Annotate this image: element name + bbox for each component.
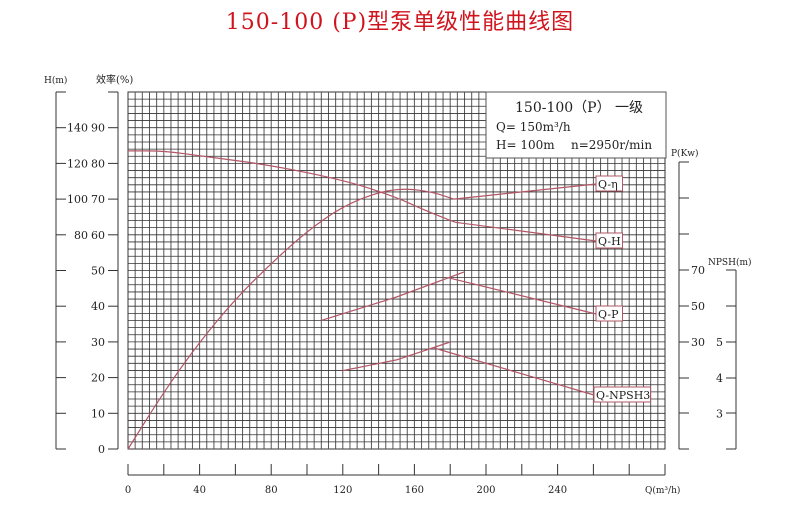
curve-label: Q-H <box>598 235 621 248</box>
x-tick-label: 40 <box>193 485 206 496</box>
info-speed: n=2950r/min <box>571 138 652 152</box>
curves: Q-η Q-H Q-P Q-NPSH3 <box>127 150 651 450</box>
curve-q-npsh3 <box>342 341 451 372</box>
chart-title: 150-100 (P)型泵单级性能曲线图 <box>225 10 575 35</box>
efficiency-tick-label: 60 <box>91 229 105 242</box>
efficiency-tick-label: 20 <box>91 372 105 385</box>
info-box: 150-100（P） 一级 Q= 150m³/h H= 100m n=2950r… <box>485 91 667 159</box>
curve-label-box <box>595 305 623 322</box>
npsh-axis-label: NPSH(m) <box>708 257 752 268</box>
power-tick-label: 50 <box>691 300 705 313</box>
x-tick-label: 80 <box>265 485 278 496</box>
head-axis-label: H(m) <box>44 75 67 86</box>
leader-line <box>453 183 597 200</box>
head-tick-label: 80 <box>74 229 88 242</box>
curve-label-box <box>595 232 623 249</box>
head-tick-label: 120 <box>67 157 88 170</box>
efficiency-tick-label: 70 <box>91 193 105 206</box>
curve-label: Q-η <box>598 178 618 191</box>
efficiency-tick-label: 10 <box>91 407 105 420</box>
npsh-tick-label: 3 <box>716 408 723 421</box>
curve-q- <box>127 188 454 450</box>
info-flow: Q= 150m³/h <box>496 120 571 134</box>
axes: 0 40 80 120 160 200 24014012010080908070605040… <box>55 91 737 496</box>
x-tick-label: 0 <box>125 485 131 496</box>
npsh-tick-label: 4 <box>716 372 723 385</box>
curve-q-h <box>128 150 456 223</box>
curve-label-box <box>593 386 651 403</box>
efficiency-tick-label: 80 <box>91 157 105 170</box>
efficiency-tick-label: 40 <box>91 300 105 313</box>
efficiency-tick-label: 90 <box>91 122 105 135</box>
x-tick-label: 120 <box>333 485 352 496</box>
leader-line <box>455 221 597 242</box>
curve-label: Q-P <box>598 308 619 321</box>
leader-line <box>448 277 597 315</box>
efficiency-tick-label: 50 <box>91 265 105 278</box>
efficiency-tick-label: 0 <box>98 443 105 456</box>
info-model: 150-100（P） 一级 <box>515 100 643 116</box>
npsh-tick-label: 5 <box>716 336 723 349</box>
x-tick-label: 200 <box>476 485 495 496</box>
head-tick-label: 100 <box>67 193 88 206</box>
power-axis-label: P(Kw) <box>671 148 699 159</box>
head-tick-label: 140 <box>67 122 88 135</box>
curve-q-p <box>321 271 465 321</box>
efficiency-tick-label: 30 <box>91 336 105 349</box>
power-tick-label: 70 <box>691 264 705 277</box>
leader-line <box>434 347 595 396</box>
power-tick-label: 30 <box>691 336 705 349</box>
x-axis-label: Q(m³/h) <box>645 485 680 496</box>
x-tick-label: 240 <box>548 485 567 496</box>
efficiency-axis-label: 效率(%) <box>96 73 133 86</box>
info-head: H= 100m <box>496 138 555 152</box>
x-tick-label: 160 <box>405 485 424 496</box>
curve-label: Q-NPSH3 <box>596 389 650 402</box>
curve-label-box <box>595 175 623 192</box>
